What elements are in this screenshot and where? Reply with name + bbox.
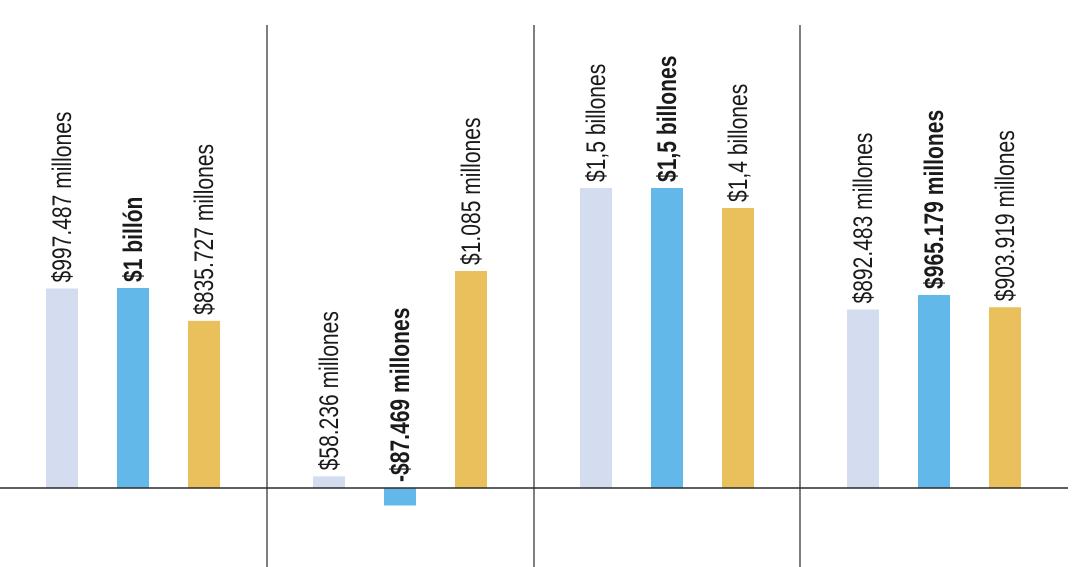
group-dividers <box>266 25 801 567</box>
data-label-g1-2: $1 billón <box>118 197 148 282</box>
data-label-g1-1: $997.487 millones <box>47 112 77 283</box>
bar-g1-3 <box>188 320 220 488</box>
bars <box>46 188 1021 506</box>
data-label-g4-2: $965.179 millones <box>919 110 949 289</box>
bar-g4-1 <box>847 309 879 488</box>
data-label-g4-1: $892.483 millones <box>848 133 878 304</box>
data-label-g2-1: $58.236 millones <box>314 311 344 470</box>
bar-g2-3 <box>455 271 487 488</box>
bar-g3-1 <box>580 188 612 488</box>
bar-g2-2 <box>384 488 416 506</box>
bar-g4-2 <box>918 294 950 488</box>
data-label-g3-1: $1,5 billones <box>581 64 611 182</box>
bar-g3-2 <box>651 188 683 488</box>
bar-g4-3 <box>989 307 1021 488</box>
data-label-g3-3: $1,4 billones <box>723 84 753 202</box>
bar-g2-1 <box>313 476 345 488</box>
bar-g1-2 <box>117 288 149 488</box>
data-label-g1-3: $835.727 millones <box>189 144 219 315</box>
data-label-g2-3: $1.085 millones <box>456 117 486 265</box>
data-label-g2-2: -$87.469 millones <box>385 308 415 482</box>
bar-g1-1 <box>46 288 78 488</box>
data-labels: $997.487 millones $1 billón $835.727 millo… <box>47 56 1020 482</box>
data-label-g4-3: $903.919 millones <box>990 130 1020 301</box>
data-label-g3-2: $1,5 billones <box>652 56 682 182</box>
bar-g3-3 <box>722 208 754 488</box>
